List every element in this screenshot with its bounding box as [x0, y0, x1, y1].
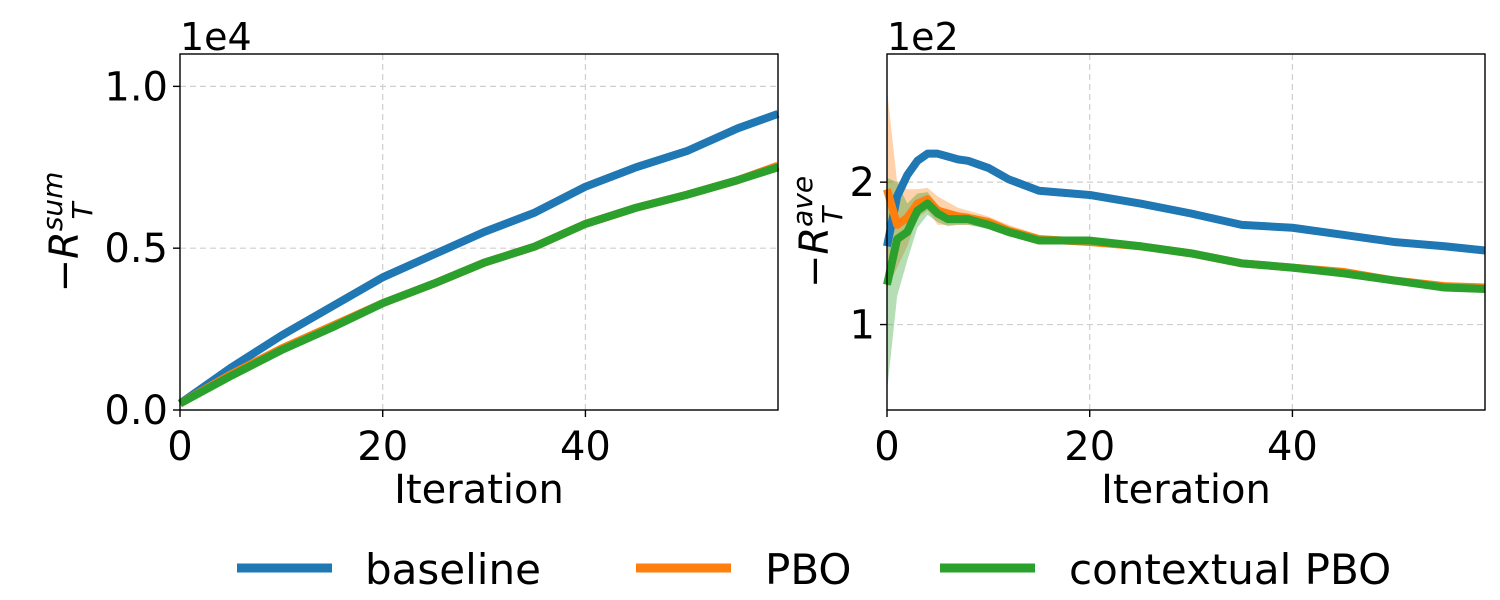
series-line-contextual-pbo — [883, 199, 1486, 293]
axis-offset-text: 1e2 — [887, 15, 959, 59]
x-tick-label: 0 — [167, 424, 192, 470]
x-axis-label: Iteration — [1101, 467, 1271, 513]
x-tick-label: 40 — [1267, 424, 1318, 470]
plot-frame — [179, 53, 779, 411]
x-tick-label: 20 — [357, 424, 408, 470]
x-axis-label: Iteration — [394, 467, 564, 513]
subplot-1: 0 20 40 0.0 0.5 1.0 1e4 Iteration −RsumT — [36, 15, 780, 513]
series-line-contextual-pbo — [178, 163, 780, 408]
y-tick-label: 0.0 — [104, 388, 168, 434]
x-tick-label: 0 — [874, 424, 899, 470]
x-tick-label: 40 — [560, 424, 611, 470]
y-tick-label: 1.0 — [104, 64, 168, 110]
legend: baseline PBO contextual PBO — [237, 545, 1391, 594]
y-tick-label: 2 — [850, 160, 875, 206]
series-line-pbo — [178, 161, 780, 407]
y-tick-label: 1 — [850, 303, 875, 349]
series-line-baseline — [177, 110, 780, 407]
axis-offset-text: 1e4 — [180, 15, 252, 59]
plot-frame — [886, 53, 1486, 411]
y-axis-label: −RaveT — [786, 176, 849, 288]
band-pbo — [887, 89, 1485, 289]
legend-label: contextual PBO — [1069, 545, 1391, 594]
y-tick-label: 0.5 — [104, 226, 168, 272]
legend-item: contextual PBO — [940, 545, 1391, 594]
legend-label: baseline — [365, 545, 541, 594]
x-tick-label: 20 — [1064, 424, 1115, 470]
legend-label: PBO — [765, 545, 851, 594]
y-axis-label: −RsumT — [36, 172, 99, 293]
legend-item: PBO — [636, 545, 851, 594]
series-line-baseline — [883, 149, 1486, 255]
legend-item: baseline — [237, 545, 541, 594]
subplot-2: 0 20 40 1 2 1e2 Iteration −RaveT — [786, 15, 1486, 513]
